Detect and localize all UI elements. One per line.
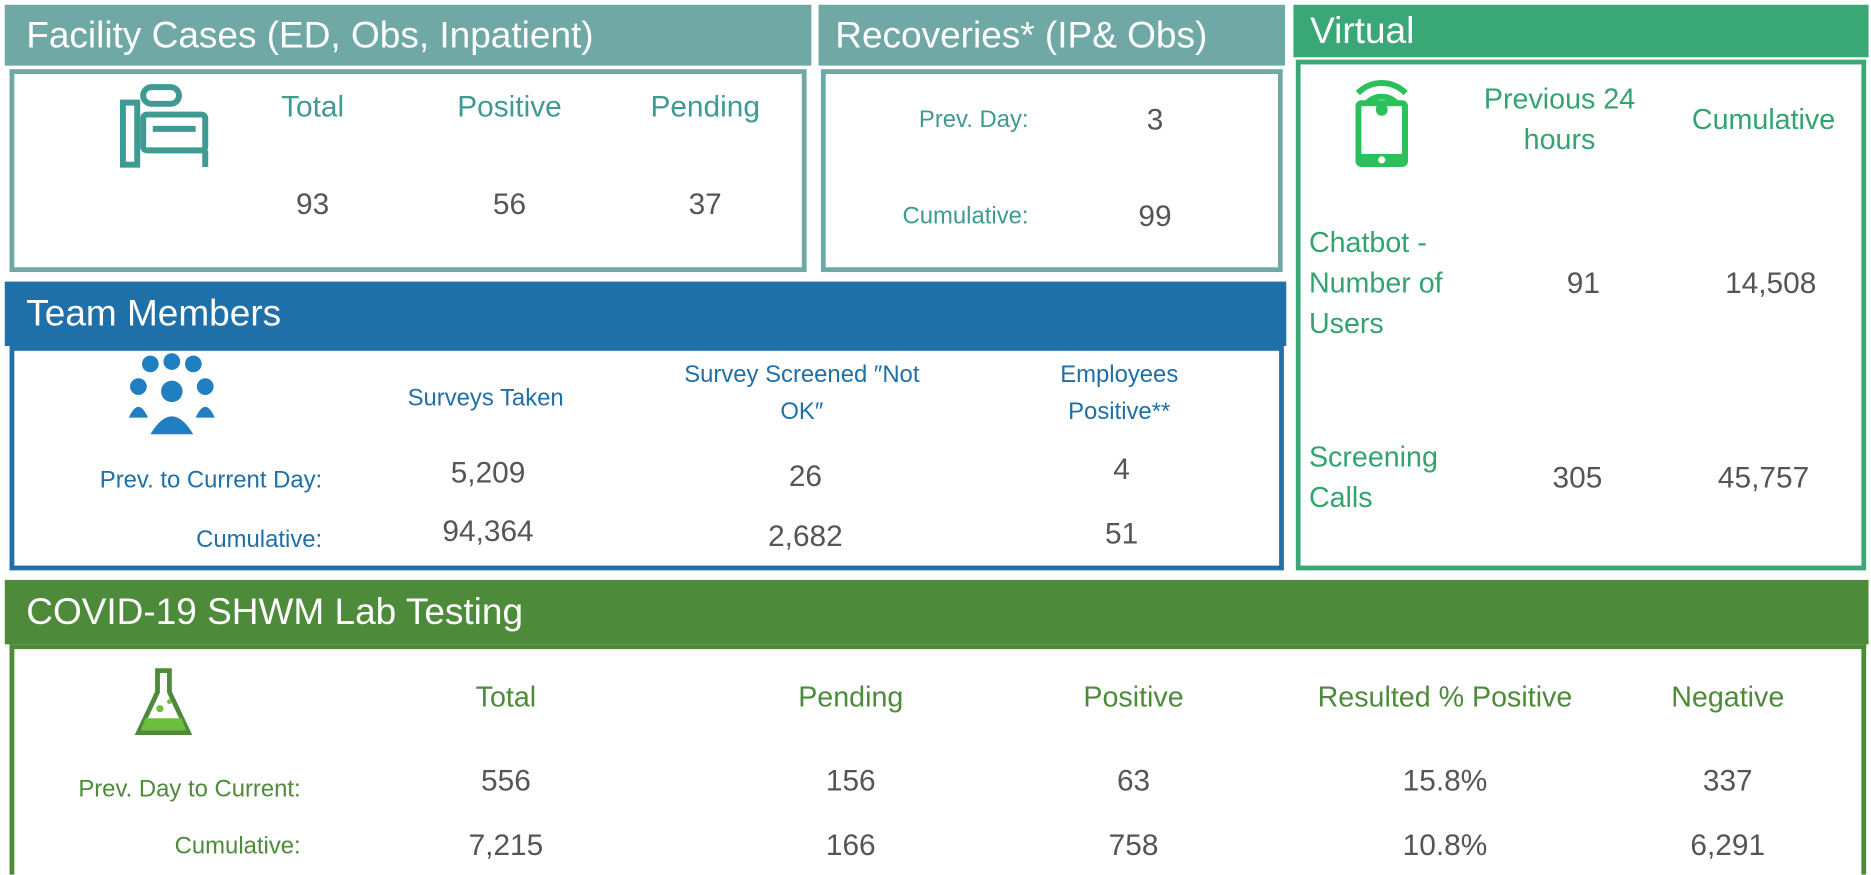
value: 26 [788, 459, 823, 494]
value: 758 [1108, 828, 1159, 863]
row-label: Prev. to Current Day: [99, 467, 323, 494]
value: 7,215 [468, 828, 544, 863]
panel-box [9, 644, 1867, 875]
value: 37 [688, 187, 722, 222]
value: 99 [1138, 199, 1172, 234]
value: 51 [1105, 517, 1139, 551]
panel-box [9, 346, 1284, 571]
row-label: Prev. Day to Current: [78, 776, 301, 803]
row-label: Cumulative: [902, 203, 1029, 230]
row-label: Chatbot - Number of Users [1308, 226, 1443, 341]
column-header: Positive [457, 90, 562, 124]
value: 2,682 [768, 519, 843, 554]
value: 10.8% [1402, 828, 1488, 863]
value: 4 [1113, 452, 1130, 487]
value: 15.8% [1402, 764, 1488, 798]
panel-header: Virtual [1293, 4, 1869, 58]
people-icon [128, 353, 215, 435]
panel-box [9, 69, 807, 273]
value: 91 [1566, 266, 1600, 301]
column-header: Positive [1083, 681, 1184, 714]
flask-icon [134, 668, 193, 736]
value: 94,364 [442, 514, 534, 549]
column-header: Total [281, 90, 345, 124]
panel-header: Team Members [4, 281, 1287, 347]
value: 337 [1702, 764, 1753, 798]
column-header: Cumulative [1691, 103, 1836, 137]
value: 156 [825, 764, 876, 798]
phone-icon [1355, 80, 1408, 168]
row-label: Cumulative: [174, 833, 301, 860]
row-label: Cumulative: [196, 526, 323, 554]
value: 166 [825, 828, 876, 863]
panel-box [1295, 59, 1867, 571]
column-header: Resulted % Positive [1317, 681, 1573, 714]
row-label: Screening Calls [1308, 441, 1438, 515]
value: 305 [1552, 461, 1603, 495]
column-header: Employees Positive** [1060, 361, 1179, 425]
column-header: Pending [798, 681, 904, 714]
value: 56 [492, 187, 527, 222]
column-header: Survey Screened ″Not OK″ [684, 361, 920, 425]
panel-box [820, 69, 1283, 273]
bed-icon [119, 84, 209, 168]
value: 14,508 [1725, 266, 1817, 301]
row-label: Prev. Day: [918, 106, 1029, 134]
value: 3 [1146, 103, 1164, 137]
column-header: Negative [1671, 681, 1785, 714]
column-header: Previous 24 hours [1483, 83, 1636, 157]
value: 63 [1116, 764, 1151, 798]
value: 93 [296, 187, 330, 222]
column-header: Pending [650, 90, 760, 124]
column-header: Surveys Taken [407, 385, 564, 412]
panel-header: COVID-19 SHWM Lab Testing [4, 579, 1869, 645]
panel-header: Facility Cases (ED, Obs, Inpatient) [4, 4, 812, 66]
panel-header: Recoveries* (IP& Obs) [818, 4, 1286, 66]
column-header: Total [475, 681, 537, 714]
value: 5,209 [450, 456, 526, 490]
value: 45,757 [1717, 461, 1810, 495]
value: 556 [481, 764, 531, 798]
value: 6,291 [1690, 828, 1766, 863]
